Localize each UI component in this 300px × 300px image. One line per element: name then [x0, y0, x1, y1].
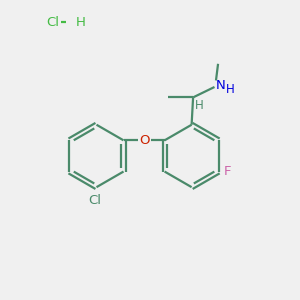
Text: H: H [75, 16, 85, 29]
Text: Cl: Cl [88, 194, 101, 207]
Text: N: N [216, 79, 225, 92]
Text: F: F [224, 165, 232, 178]
Text: Cl: Cl [46, 16, 59, 29]
Text: H: H [226, 83, 235, 97]
Text: H: H [195, 99, 203, 112]
Text: O: O [139, 134, 149, 147]
